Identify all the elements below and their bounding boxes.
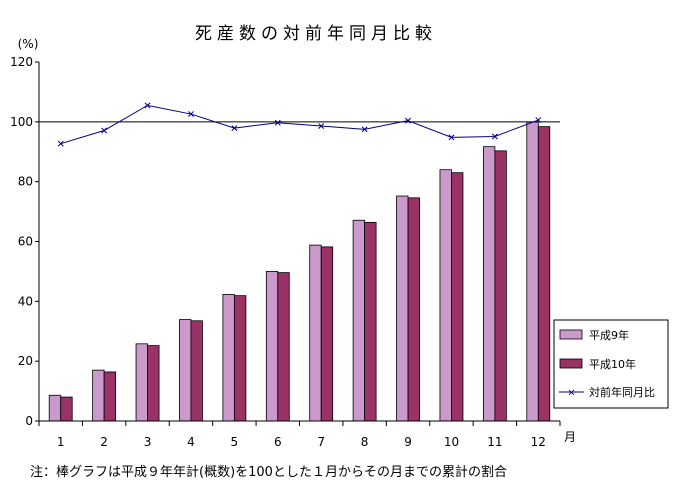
point-series-3-7 [318,123,325,129]
point-series-3-3 [144,102,151,109]
x-tick-label-10: 10 [444,435,459,449]
bar-series-1-7 [309,244,322,422]
y-tick-label-1: 20 [18,354,33,368]
x-tick-label-5: 5 [231,435,239,449]
point-series-3-9 [405,117,411,124]
bar-series-1-4 [179,319,192,422]
x-tick-label-9: 9 [404,435,412,449]
bar-series-1-3 [135,343,148,422]
bar-series-1-12 [526,121,539,422]
legend-swatch-series-2 [559,358,583,369]
line-series-3 [60,104,539,145]
y-axis-label: (%) [18,37,39,51]
bar-series-2-11 [494,150,507,422]
x-tick-label-8: 8 [361,435,369,449]
bar-series-2-10 [451,172,464,422]
y-tick-label-3: 60 [18,235,33,249]
footnote: 注：棒グラフは平成９年年計(概数)を100とした１月からその月までの累計の割合 [30,464,507,480]
y-tick-label-5: 100 [10,115,33,129]
bar-series-1-11 [482,146,496,422]
bar-series-2-6 [277,272,290,422]
x-tick-label-1: 1 [57,435,65,449]
point-series-3-10 [448,134,455,141]
bar-series-1-9 [396,195,409,422]
x-tick-label-3: 3 [144,435,152,449]
legend-swatch-series-1 [559,329,583,340]
x-tick-label-7: 7 [317,435,325,449]
bar-series-2-1 [60,396,73,422]
chart-title: 死産数の対前年同月比較 [195,24,437,44]
point-series-3-5 [231,125,238,132]
bar-series-2-7 [320,246,334,422]
legend-marker-series-3: × [567,388,575,399]
point-series-3-2 [101,127,108,134]
point-series-3-8 [361,126,368,133]
bar-series-1-1 [48,394,62,422]
point-series-3-4 [188,111,194,118]
bar-series-2-9 [407,197,420,422]
x-tick-label-11: 11 [487,435,502,449]
point-series-3-1 [57,140,64,147]
bar-series-2-2 [103,371,117,422]
x-tick-label-2: 2 [100,435,108,449]
y-tick-label-2: 40 [18,294,33,308]
bar-series-2-4 [190,320,203,422]
bar-series-2-3 [147,345,160,422]
y-tick-label-6: 120 [10,55,33,69]
bar-series-2-12 [537,126,551,422]
point-series-3-6 [274,119,281,126]
legend-label-series-1: 平成9年 [589,328,629,342]
x-axis-label: 月 [564,430,576,444]
legend: 平成9年 平成10年 × 対前年同月比 [553,319,669,409]
legend-label-series-2: 平成10年 [589,357,636,371]
point-series-3-12 [535,117,542,123]
x-tick-label-12: 12 [531,435,546,449]
bar-series-1-8 [352,219,366,422]
bar-series-1-5 [222,294,235,422]
y-tick-label-4: 80 [18,175,33,189]
x-tick-label-4: 4 [187,435,195,449]
legend-label-series-3: 対前年同月比 [589,385,655,399]
bar-series-1-6 [265,271,279,422]
point-series-3-11 [491,133,498,140]
y-tick-label-0: 0 [25,414,33,428]
bar-series-1-2 [92,369,105,422]
bar-series-2-8 [364,221,377,422]
x-tick-label-6: 6 [274,435,282,449]
bar-series-1-10 [439,169,452,422]
bar-series-2-5 [233,295,247,422]
